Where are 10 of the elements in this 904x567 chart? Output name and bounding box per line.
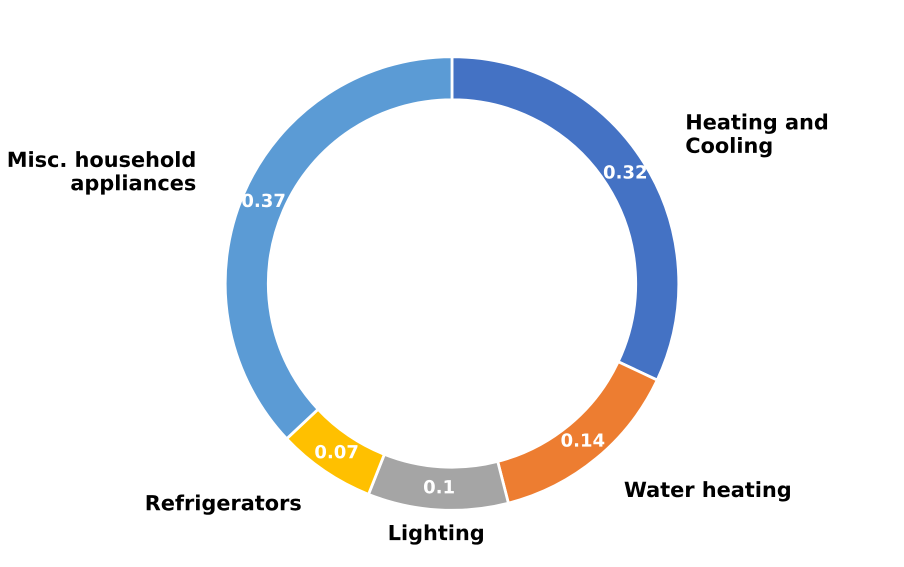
data-label: 0.37 <box>242 194 284 208</box>
slice-label: Lighting <box>390 524 483 545</box>
data-label: 0.14 <box>561 433 604 447</box>
slice-label: Refrigerators <box>146 494 301 515</box>
slice-label: Heating and Cooling <box>686 114 828 158</box>
data-label: 0.32 <box>604 165 646 179</box>
data-label: 0.1 <box>424 480 454 494</box>
slice-label: Misc. household appliances <box>8 151 196 195</box>
data-label: 0.07 <box>315 444 358 458</box>
slice-label: Water heating <box>624 481 790 502</box>
